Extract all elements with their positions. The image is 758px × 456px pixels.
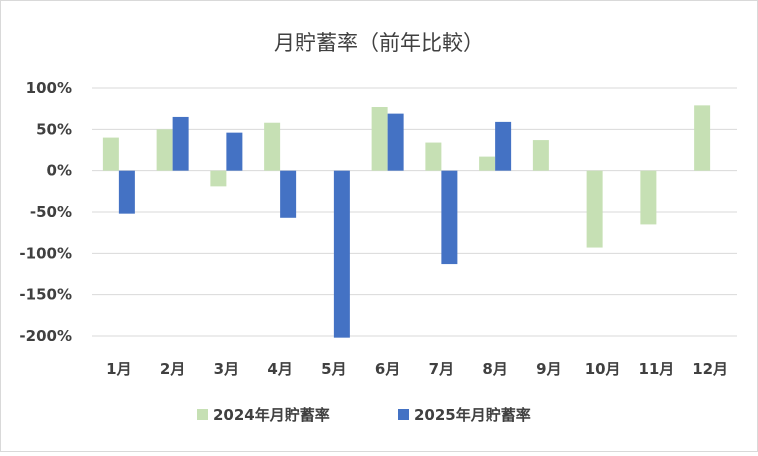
- x-category-label: 5月: [321, 360, 346, 378]
- legend-swatch-2024: [197, 409, 208, 420]
- bar-2024-2: [156, 129, 173, 171]
- legend-label-2025: 2025年月貯蓄率: [414, 406, 531, 424]
- bar-2025-3: [226, 132, 243, 171]
- bar-2024-11: [640, 170, 657, 225]
- y-tick-label: -50%: [30, 203, 72, 221]
- y-tick-label: -200%: [19, 327, 72, 345]
- bar-2025-1: [118, 170, 135, 214]
- y-tick-label: -150%: [19, 286, 72, 304]
- y-tick-label: 0%: [47, 162, 72, 180]
- chart-title: 月貯蓄率（前年比較）: [274, 31, 484, 55]
- y-axis-ticks: 100% 50% 0% -50% -100% -150% -200%: [19, 79, 72, 345]
- bar-2025-4: [280, 170, 297, 218]
- bar-2024-4: [264, 122, 281, 171]
- bar-2024-10: [586, 170, 603, 248]
- y-tick-label: 50%: [36, 120, 72, 138]
- x-category-label: 9月: [536, 360, 561, 378]
- x-category-label: 2月: [160, 360, 185, 378]
- bars: [102, 105, 711, 338]
- bar-2024-6: [371, 107, 388, 171]
- bar-2024-7: [425, 142, 442, 171]
- x-category-label: 11月: [638, 360, 674, 378]
- x-category-label: 10月: [585, 360, 621, 378]
- legend: 2024年月貯蓄率 2025年月貯蓄率: [197, 406, 531, 424]
- bar-2025-5: [333, 170, 350, 338]
- bar-2025-8: [495, 121, 512, 171]
- bar-2025-2: [172, 116, 189, 171]
- bar-2024-1: [102, 137, 119, 171]
- x-category-label: 4月: [267, 360, 292, 378]
- y-tick-label: 100%: [26, 79, 72, 97]
- x-category-label: 12月: [692, 360, 728, 378]
- x-category-label: 1月: [106, 360, 131, 378]
- x-category-label: 7月: [429, 360, 454, 378]
- bar-2024-9: [532, 140, 549, 171]
- legend-label-2024: 2024年月貯蓄率: [213, 406, 330, 424]
- gridlines: [92, 87, 737, 337]
- x-axis-categories: 1月 2月 3月 4月 5月 6月 7月 8月 9月 10月 11月 12月: [106, 360, 728, 378]
- bar-2025-7: [441, 170, 458, 265]
- x-category-label: 8月: [482, 360, 507, 378]
- bar-2024-8: [479, 156, 496, 171]
- x-category-label: 6月: [375, 360, 400, 378]
- y-tick-label: -100%: [19, 244, 72, 262]
- bar-2024-12: [694, 105, 711, 171]
- legend-swatch-2025: [398, 409, 409, 420]
- bar-2025-6: [387, 113, 404, 171]
- x-category-label: 3月: [214, 360, 239, 378]
- bar-2024-3: [210, 170, 227, 187]
